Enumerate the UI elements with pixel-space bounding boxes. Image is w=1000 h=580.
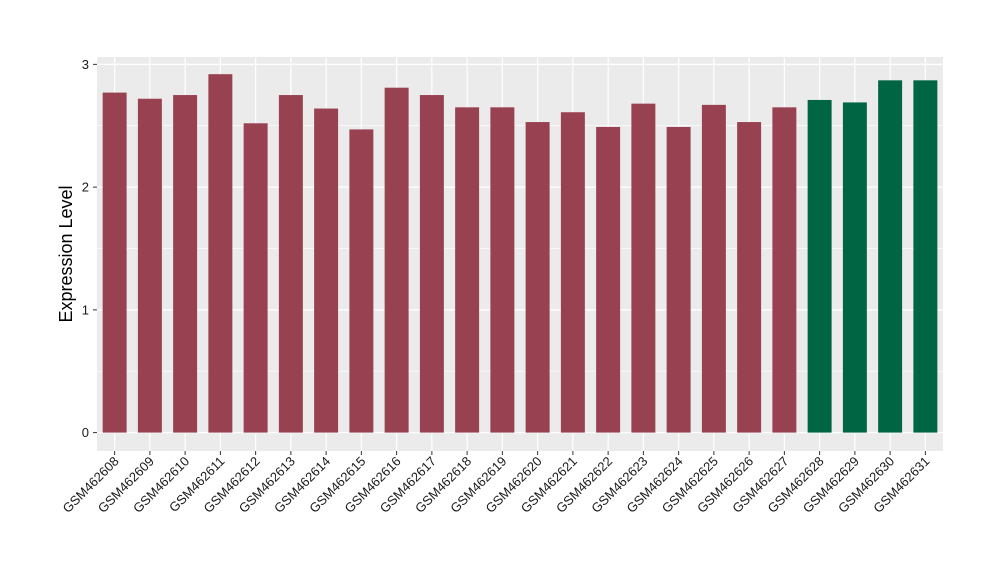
bar [560, 112, 585, 433]
bar [807, 99, 832, 433]
bar [314, 108, 339, 433]
bar [419, 95, 444, 433]
bar [102, 92, 127, 433]
bar [631, 103, 656, 433]
bar [525, 122, 550, 433]
bar [842, 102, 867, 433]
bar [701, 104, 726, 433]
bar [878, 80, 903, 433]
y-axis-title: Expression Level [56, 185, 76, 322]
bar [384, 87, 409, 433]
bar [349, 129, 374, 433]
y-tick-label: 1 [82, 302, 89, 317]
bar [666, 126, 691, 433]
y-tick-label: 0 [82, 425, 89, 440]
bar [455, 107, 480, 433]
bar [208, 74, 233, 433]
bar [596, 126, 621, 433]
minor-gridlines [97, 125, 943, 372]
bars [102, 74, 938, 433]
bar [173, 95, 198, 433]
bar [772, 107, 797, 433]
bar [278, 95, 303, 433]
y-tick-label: 3 [82, 57, 89, 72]
plot-panel [97, 57, 943, 451]
x-axis: GSM462608GSM462609GSM462610GSM462611GSM4… [60, 451, 932, 516]
bar [490, 107, 515, 433]
bar [137, 98, 162, 433]
bar [243, 123, 268, 433]
bar [913, 80, 938, 433]
y-axis: 0 1 2 3 [82, 57, 97, 440]
bar [737, 122, 762, 433]
y-tick-label: 2 [82, 180, 89, 195]
